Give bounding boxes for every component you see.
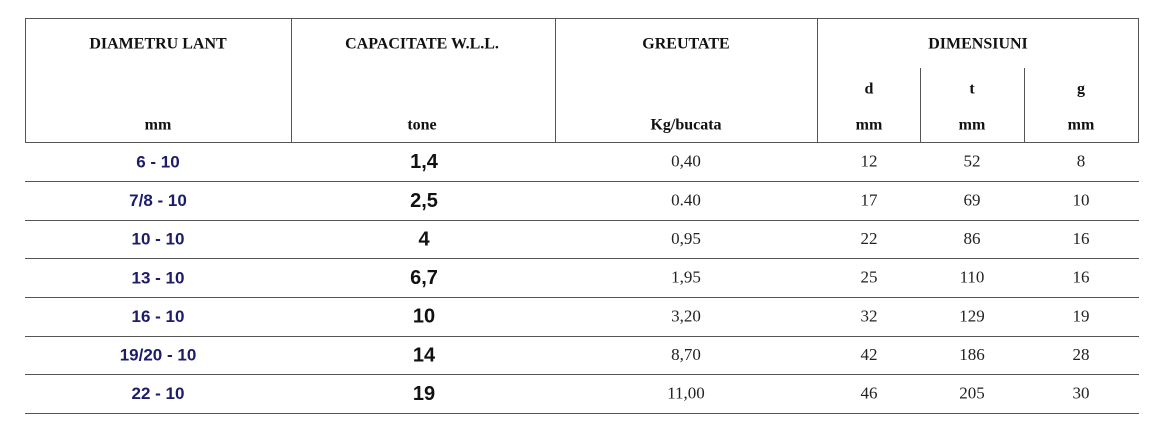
- cell: 7/8 - 10: [129, 191, 187, 210]
- header: CAPACITATE W.L.L.: [345, 36, 499, 53]
- unit: mm: [856, 117, 883, 134]
- cell: 0,40: [671, 152, 701, 171]
- cell: 10: [1073, 190, 1090, 209]
- unit: mm: [959, 117, 986, 134]
- cell: 32: [861, 306, 878, 325]
- cell: 1,95: [671, 268, 701, 287]
- unit: tone: [407, 117, 436, 134]
- subheader: t: [969, 81, 975, 98]
- cell: 13 - 10: [132, 268, 185, 287]
- header: DIMENSIUNI: [928, 36, 1028, 53]
- cell: 10: [413, 306, 435, 328]
- cell: 52: [964, 152, 981, 171]
- cell: 69: [964, 190, 981, 209]
- cell: 30: [1073, 384, 1090, 403]
- cell: 8,70: [671, 345, 701, 364]
- cell: 25: [861, 268, 878, 287]
- cell: 17: [861, 190, 879, 209]
- cell: 3,20: [671, 306, 701, 325]
- cell: 19: [413, 383, 435, 405]
- cell: 16 - 10: [132, 307, 185, 326]
- unit: Kg/bucata: [650, 117, 721, 134]
- cell: 2,5: [410, 190, 438, 212]
- cell: 4: [418, 228, 430, 250]
- cell: 22 - 10: [132, 384, 185, 403]
- subheader: g: [1077, 81, 1085, 98]
- cell: 186: [959, 345, 985, 364]
- cell: 19: [1073, 306, 1090, 325]
- cell: 6 - 10: [136, 152, 179, 171]
- cell: 0.40: [671, 190, 701, 209]
- cell: 16: [1073, 229, 1090, 248]
- cell: 22: [861, 229, 878, 248]
- cell: 46: [861, 384, 878, 403]
- cell: 8: [1077, 152, 1086, 171]
- cell: 14: [413, 344, 436, 366]
- cell: 6,7: [410, 267, 438, 289]
- cell: 10 - 10: [132, 230, 185, 249]
- unit: mm: [1068, 117, 1095, 134]
- unit: mm: [145, 117, 172, 134]
- cell: 28: [1073, 345, 1090, 364]
- cell: 19/20 - 10: [120, 346, 197, 365]
- grid-lines: [25, 18, 1139, 143]
- cell: 11,00: [667, 384, 705, 403]
- subheader: d: [865, 81, 874, 98]
- cell: 16: [1073, 268, 1090, 287]
- header: DIAMETRU LANT: [89, 36, 227, 53]
- cell: 205: [959, 384, 985, 403]
- header: GREUTATE: [642, 36, 729, 53]
- cell: 0,95: [671, 229, 701, 248]
- cell: 129: [959, 306, 985, 325]
- cell: 86: [964, 229, 981, 248]
- cell: 110: [960, 268, 985, 287]
- cell: 1,4: [410, 151, 439, 173]
- cell: 12: [861, 152, 878, 171]
- cell: 42: [861, 345, 878, 364]
